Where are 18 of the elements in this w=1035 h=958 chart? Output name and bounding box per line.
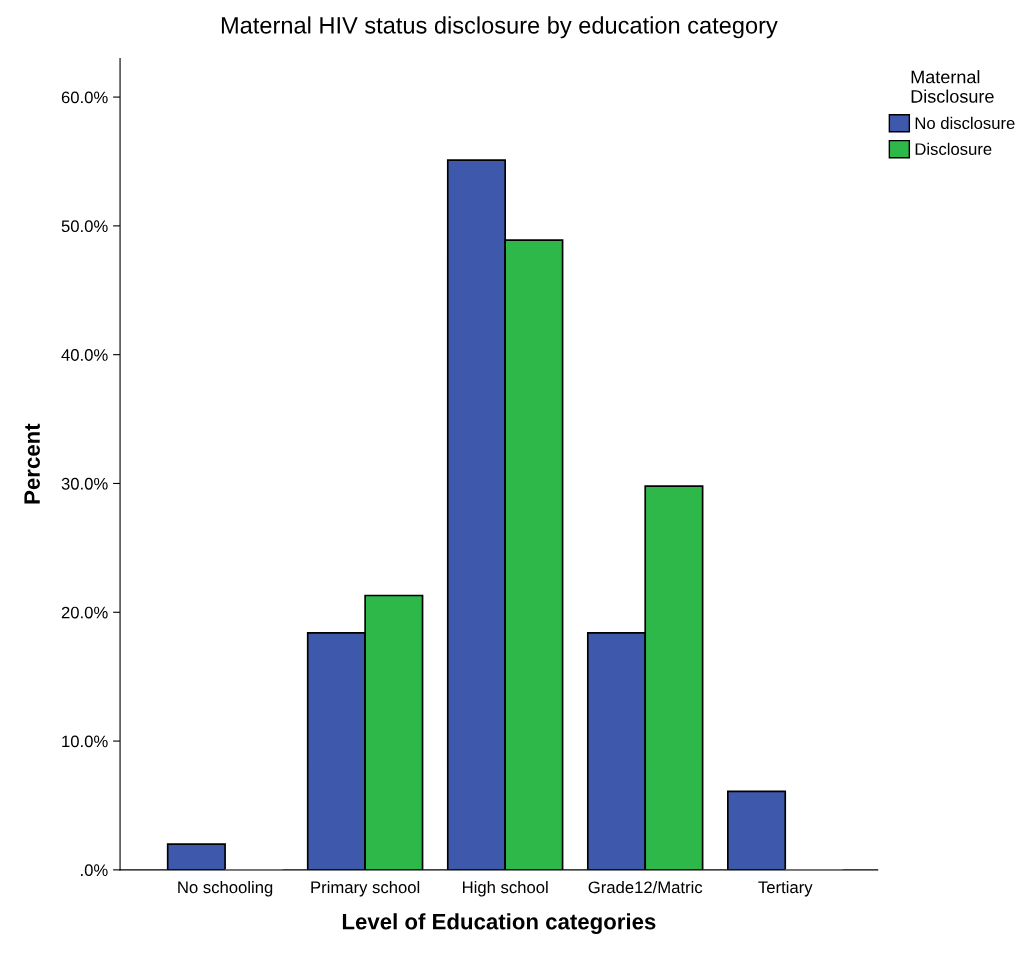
- x-tick-label: Grade12/Matric: [588, 880, 703, 894]
- y-tick-label: .0%: [81, 864, 108, 877]
- x-tick-label: Tertiary: [758, 880, 813, 897]
- y-axis-title: Percent: [24, 423, 40, 504]
- x-axis-title: Level of Education categories: [342, 913, 656, 934]
- x-tick-label: High school: [463, 880, 548, 897]
- y-tick-label: 50.0%: [61, 220, 108, 233]
- y-tick-label: 10.0%: [62, 735, 108, 748]
- y-tick-label: 40.0%: [61, 349, 108, 361]
- y-tick-label: 30.0%: [61, 477, 108, 490]
- legend-label: No disclosure: [915, 116, 1015, 130]
- y-tick-label: 20.0%: [61, 606, 108, 619]
- x-tick-label: Primary school: [311, 880, 420, 897]
- legend-title: Maternal Disclosure: [911, 70, 994, 103]
- x-tick-label: No schooling: [178, 880, 273, 897]
- y-tick-label: 60.0%: [61, 91, 108, 104]
- chart-title: Maternal HIV status disclosure by education category: [221, 16, 778, 39]
- legend-label: Disclosure: [915, 142, 992, 156]
